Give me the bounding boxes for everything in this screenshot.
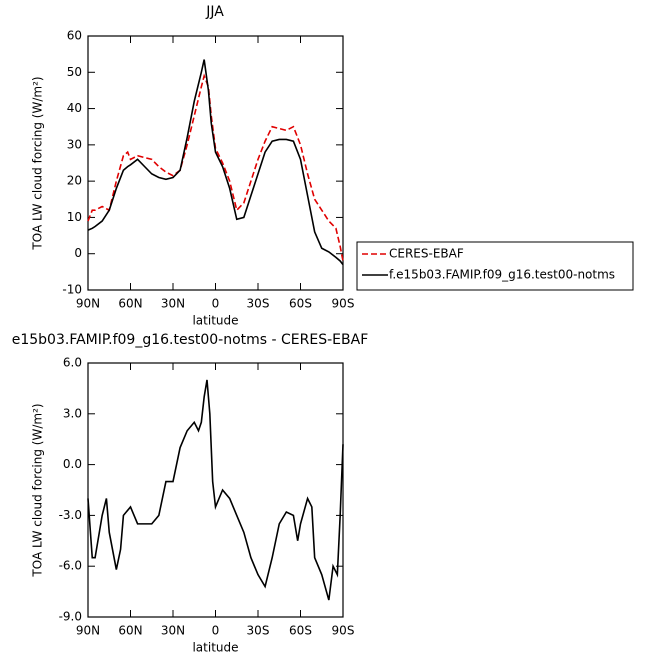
y-axis-label: TOA LW cloud forcing (W/m²) [31,76,45,250]
y-tick-label: 10 [67,210,82,224]
y-tick-label: 60 [67,29,82,43]
y-tick-label: -6.0 [59,559,82,573]
x-axis-label: latitude [192,314,238,328]
legend-label: f.e15b03.FAMIP.f09_g16.test00-notms [389,268,615,282]
x-tick-label: 60S [289,297,312,311]
y-tick-label: 0.0 [63,457,82,471]
x-tick-label: 0 [212,297,220,311]
plot-frame [87,362,344,618]
y-tick-label: 40 [67,101,82,115]
x-tick-label: 60N [118,624,142,638]
chart-title: e15b03.FAMIP.f09_g16.test00-notms - CERE… [12,332,369,348]
x-tick-label: 90S [332,624,355,638]
x-axis-label: latitude [192,641,238,655]
y-tick-label: 50 [67,65,82,79]
plot-frame [87,35,344,291]
x-tick-label: 0 [212,624,220,638]
x-tick-label: 30N [161,624,185,638]
y-tick-label: 20 [67,174,82,188]
legend-label: CERES-EBAF [389,247,464,261]
y-tick-label: 0 [74,246,82,260]
x-tick-label: 60S [289,624,312,638]
x-tick-label: 30N [161,297,185,311]
legend-box [356,241,634,291]
chart-title: JJA [205,4,224,20]
y-tick-label: 30 [67,137,82,151]
y-tick-label: 6.0 [63,356,82,370]
x-tick-label: 30S [247,297,270,311]
data-line [87,379,344,601]
y-tick-label: 3.0 [63,406,82,420]
y-tick-label: -10 [62,283,82,297]
x-tick-label: 90N [76,297,100,311]
y-tick-label: -3.0 [59,508,82,522]
y-axis-label: TOA LW cloud forcing (W/m²) [31,403,45,577]
x-tick-label: 60N [118,297,142,311]
x-tick-label: 90N [76,624,100,638]
y-tick-label: -9.0 [59,610,82,624]
x-tick-label: 30S [247,624,270,638]
x-tick-label: 90S [332,297,355,311]
data-line [87,59,344,266]
